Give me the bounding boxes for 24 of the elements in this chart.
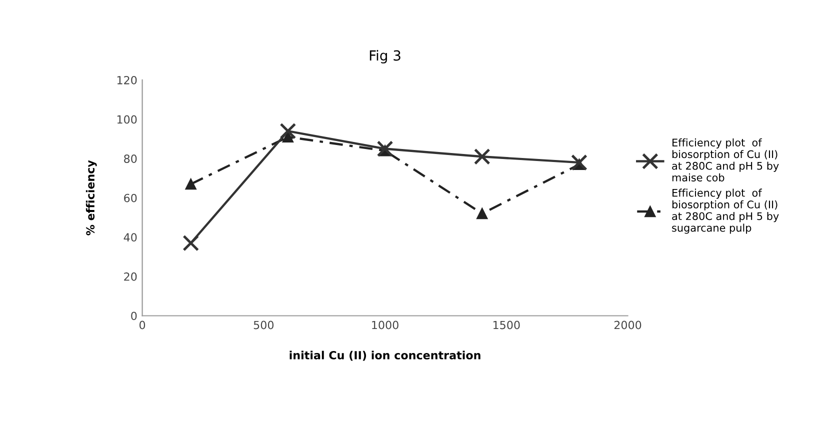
point xyxy=(474,148,490,165)
point xyxy=(280,122,296,140)
y-tick-label: 20 xyxy=(124,272,137,281)
chart-title: Fig 3 xyxy=(370,50,400,64)
y-axis-title: % efficiency xyxy=(86,160,97,236)
x-tick-label: 1500 xyxy=(493,320,520,330)
y-tick-label: 120 xyxy=(117,76,137,84)
point xyxy=(571,154,588,171)
y-tick-label: 0 xyxy=(131,312,137,320)
legend-label: Efficiency plot of biosorption of Cu (II) at 280C and pH 5 by sugarcane pulp xyxy=(672,188,779,234)
x-tick-label: 2000 xyxy=(614,320,642,330)
legend-label: Efficiency plot of biosorption of Cu (II) at 280C and pH 5 by maise cob xyxy=(672,138,779,182)
y-tick-label: 40 xyxy=(124,233,137,242)
x-tick-label: 0 xyxy=(139,320,146,330)
point xyxy=(185,178,196,190)
y-tick-label: 100 xyxy=(117,115,137,124)
y-tick-label: 60 xyxy=(124,194,137,202)
x-tick-label: 1000 xyxy=(372,320,398,330)
point xyxy=(376,140,394,157)
point xyxy=(182,234,200,252)
y-tick-label: 80 xyxy=(124,154,137,163)
x-axis-title: initial Cu (II) ion concentration xyxy=(290,350,480,361)
x-tick-label: 500 xyxy=(254,320,274,330)
point xyxy=(476,208,488,220)
